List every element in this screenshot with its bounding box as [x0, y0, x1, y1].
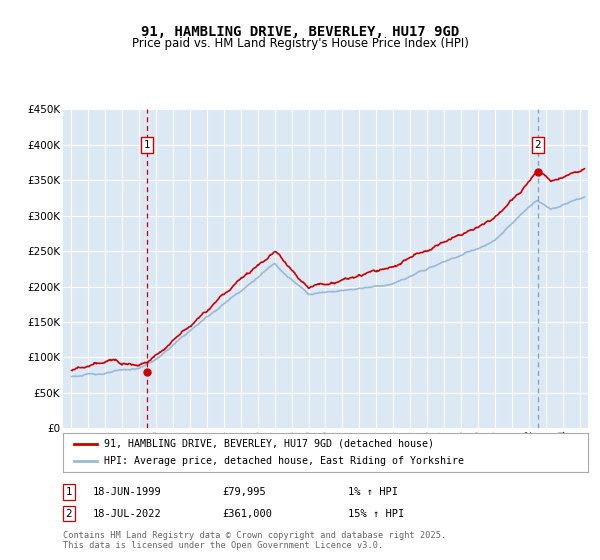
Text: 15% ↑ HPI: 15% ↑ HPI [348, 508, 404, 519]
Text: HPI: Average price, detached house, East Riding of Yorkshire: HPI: Average price, detached house, East… [104, 456, 464, 466]
Text: 1: 1 [65, 487, 73, 497]
Text: Price paid vs. HM Land Registry's House Price Index (HPI): Price paid vs. HM Land Registry's House … [131, 37, 469, 50]
Text: Contains HM Land Registry data © Crown copyright and database right 2025.
This d: Contains HM Land Registry data © Crown c… [63, 530, 446, 550]
Text: 1% ↑ HPI: 1% ↑ HPI [348, 487, 398, 497]
Text: 18-JUN-1999: 18-JUN-1999 [93, 487, 162, 497]
Text: 1: 1 [143, 139, 151, 150]
Text: 2: 2 [535, 139, 541, 150]
Text: £361,000: £361,000 [222, 508, 272, 519]
Text: 18-JUL-2022: 18-JUL-2022 [93, 508, 162, 519]
Text: 91, HAMBLING DRIVE, BEVERLEY, HU17 9GD (detached house): 91, HAMBLING DRIVE, BEVERLEY, HU17 9GD (… [104, 438, 434, 449]
Text: 2: 2 [65, 508, 73, 519]
Text: £79,995: £79,995 [222, 487, 266, 497]
Text: 91, HAMBLING DRIVE, BEVERLEY, HU17 9GD: 91, HAMBLING DRIVE, BEVERLEY, HU17 9GD [141, 26, 459, 39]
